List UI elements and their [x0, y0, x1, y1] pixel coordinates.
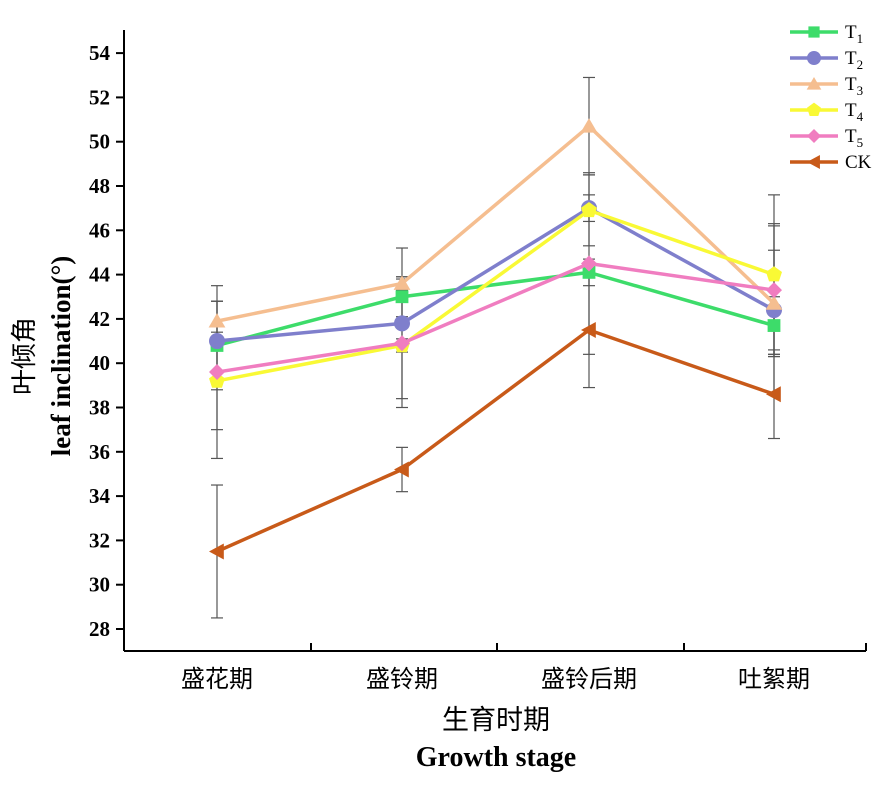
series-ck: [209, 321, 781, 560]
legend-label-sub: 1: [857, 31, 864, 46]
series-line: [216, 208, 775, 383]
y-tick-label: 50: [89, 130, 110, 154]
legend-label: T4: [845, 100, 864, 124]
y-tick-label: 28: [89, 617, 110, 641]
y-tick-label: 44: [89, 263, 111, 287]
series-line: [216, 206, 775, 343]
data-point: [766, 266, 782, 282]
data-point: [209, 364, 225, 381]
legend-item: T5: [790, 126, 863, 150]
data-point: [209, 333, 225, 350]
x-axis-title-cn: 生育时期: [442, 705, 550, 735]
legend-label-main: T: [845, 74, 857, 95]
x-ticks: 盛花期 盛铃期 盛铃后期 吐絮期: [123, 643, 867, 693]
y-ticks: 28 30 32 34 36 38 40 42 44 46 48 50 52 54: [89, 41, 124, 641]
series-line: [216, 270, 775, 348]
data-point: [395, 290, 409, 304]
y-tick-label: 34: [89, 484, 111, 508]
data-point: [766, 282, 782, 299]
legend-label-sub: 2: [857, 57, 864, 72]
y-tick-label: 54: [89, 41, 111, 65]
y-tick-label: 42: [89, 307, 110, 331]
y-axis-title-cn: 叶倾角: [10, 317, 39, 395]
legend-item: T4: [790, 100, 864, 124]
x-tick-label: 盛铃期: [366, 666, 438, 693]
legend-marker: [808, 26, 820, 38]
data-point: [765, 295, 783, 310]
legend-item: CK: [790, 152, 872, 173]
series-t3: [208, 118, 783, 328]
legend-label-main: T: [845, 126, 857, 147]
y-tick-label: 46: [89, 218, 110, 242]
legend-label: T3: [845, 74, 863, 98]
data-point: [581, 201, 597, 218]
legend-item: T2: [790, 48, 863, 72]
legend-marker: [807, 155, 820, 169]
legend-label: T2: [845, 48, 863, 72]
legend-item: T3: [790, 74, 863, 98]
x-tick-label: 盛花期: [181, 666, 253, 693]
y-tick-label: 48: [89, 174, 110, 198]
legend-label: T1: [845, 22, 863, 46]
x-tick-label: 吐絮期: [738, 666, 810, 693]
series-line: [216, 328, 775, 554]
y-tick-label: 36: [89, 440, 110, 464]
y-tick-label: 32: [89, 528, 110, 552]
legend-label-main: T: [845, 48, 857, 69]
data-point: [393, 275, 411, 290]
legend-label-sub: 4: [857, 109, 864, 124]
legend-label-sub: 3: [857, 83, 864, 98]
legend-label: CK: [845, 152, 872, 173]
legend-marker: [807, 51, 821, 65]
legend-label-main: T: [845, 22, 857, 43]
x-axis-title-en: Growth stage: [416, 742, 576, 773]
data-point: [209, 372, 225, 388]
series-line: [216, 261, 775, 374]
y-tick-label: 30: [89, 573, 110, 597]
data-point: [582, 265, 596, 279]
legend-label-main: CK: [845, 152, 872, 173]
legend-item: T1: [790, 22, 863, 46]
data-point: [394, 315, 410, 332]
legend-marker: [807, 129, 821, 143]
x-tick-label: 盛铃后期: [541, 666, 637, 693]
data-point: [766, 386, 781, 403]
y-tick-label: 40: [89, 351, 110, 375]
series-t5: [209, 255, 782, 381]
data-point: [767, 319, 781, 332]
legend-marker: [806, 77, 822, 90]
legend-label-sub: 5: [857, 135, 864, 150]
y-tick-label: 52: [89, 85, 110, 109]
series-layer: [208, 76, 783, 619]
y-tick-label: 38: [89, 396, 110, 420]
data-point: [581, 255, 597, 272]
series-line: [216, 124, 776, 323]
data-point: [394, 335, 410, 352]
legend-label-main: T: [845, 100, 857, 121]
y-axis-title-en: leaf inclination(°): [46, 256, 76, 457]
data-point: [394, 461, 409, 478]
error-bars: [211, 76, 780, 619]
legend-label: T5: [845, 126, 863, 150]
data-point: [208, 313, 226, 328]
axes: [123, 30, 866, 652]
data-point: [209, 543, 224, 560]
data-point: [581, 321, 596, 338]
series-t1: [210, 265, 781, 352]
data-point: [580, 118, 598, 133]
legend-marker: [807, 102, 821, 116]
